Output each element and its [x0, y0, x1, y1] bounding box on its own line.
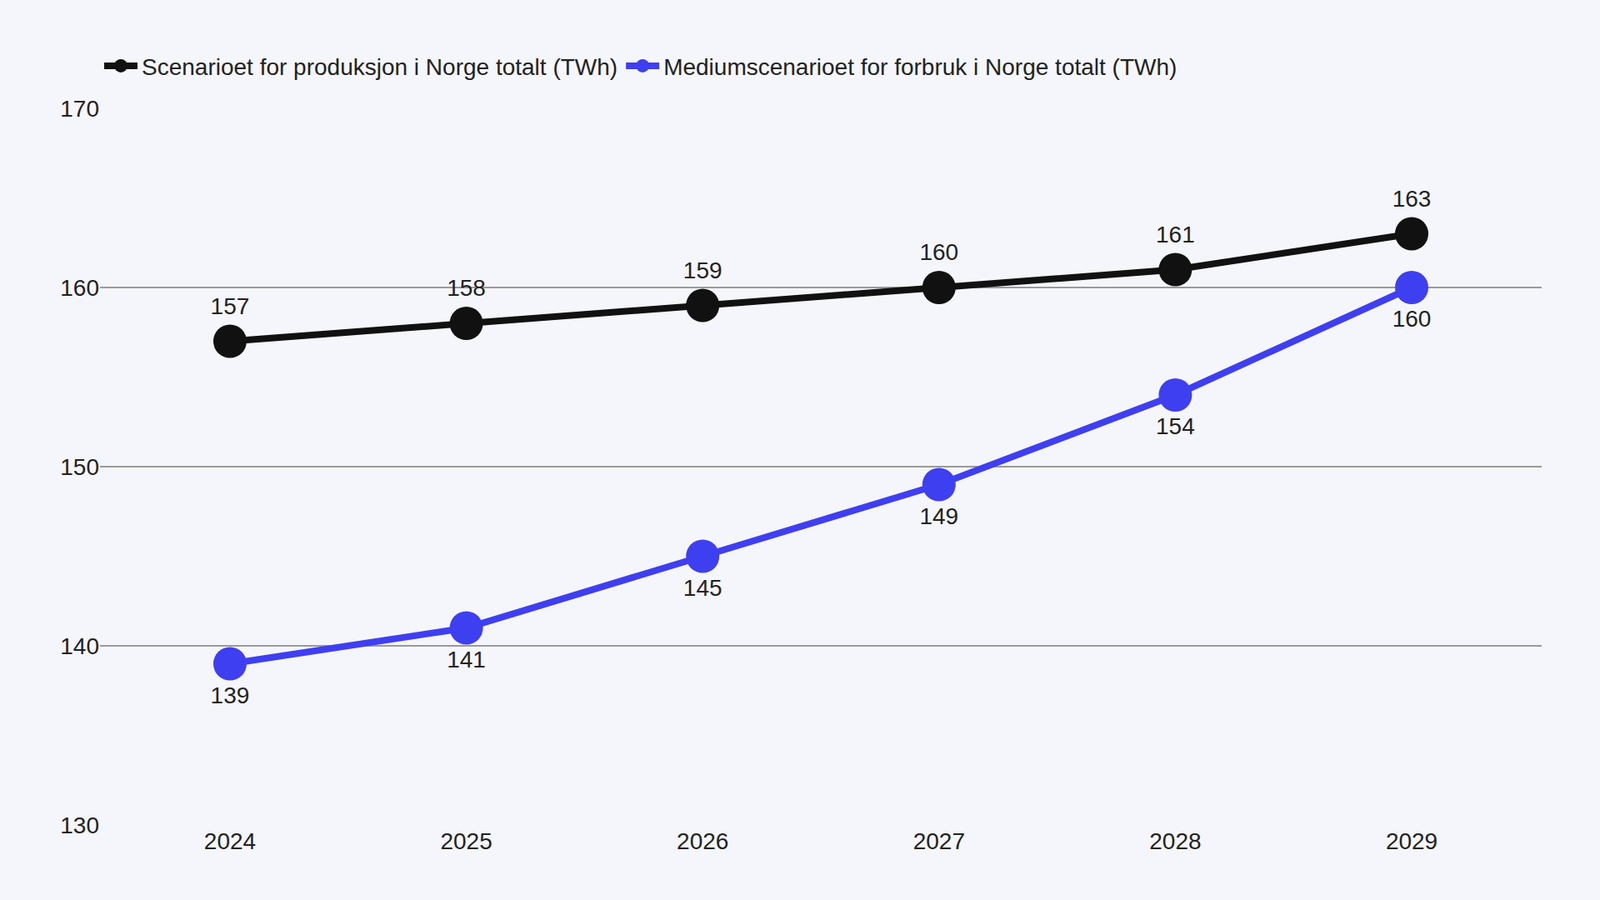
- svg-text:149: 149: [919, 503, 959, 530]
- svg-text:161: 161: [1155, 221, 1195, 248]
- svg-text:145: 145: [683, 575, 723, 601]
- svg-text:139: 139: [210, 682, 250, 709]
- svg-text:2026: 2026: [676, 828, 729, 855]
- svg-text:2028: 2028: [1149, 828, 1201, 855]
- svg-text:2029: 2029: [1385, 828, 1438, 855]
- svg-text:159: 159: [683, 257, 723, 284]
- svg-text:2024: 2024: [204, 828, 256, 855]
- svg-text:130: 130: [60, 812, 100, 839]
- svg-text:163: 163: [1392, 185, 1432, 212]
- svg-text:2027: 2027: [913, 828, 965, 855]
- svg-text:160: 160: [1392, 305, 1432, 332]
- svg-text:157: 157: [210, 293, 250, 320]
- svg-text:170: 170: [60, 95, 100, 122]
- svg-text:140: 140: [60, 633, 100, 660]
- svg-text:158: 158: [446, 275, 486, 301]
- svg-text:2025: 2025: [440, 828, 492, 855]
- svg-text:160: 160: [60, 275, 100, 301]
- svg-text:154: 154: [1155, 413, 1195, 440]
- svg-text:141: 141: [446, 646, 486, 673]
- svg-text:160: 160: [919, 239, 959, 265]
- svg-text:Scenarioet for produksjon i No: Scenarioet for produksjon i Norge totalt…: [141, 54, 618, 80]
- svg-text:150: 150: [60, 454, 100, 480]
- svg-text:Mediumscenarioet for forbruk i: Mediumscenarioet for forbruk i Norge tot…: [663, 54, 1177, 80]
